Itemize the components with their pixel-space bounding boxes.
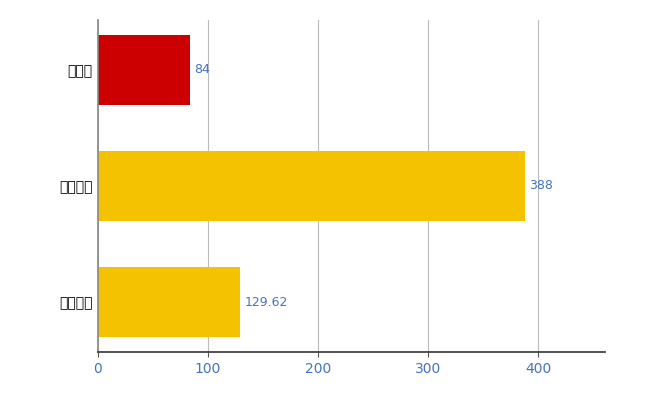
Bar	[98, 35, 190, 105]
Text: 388: 388	[530, 180, 553, 192]
Text: 129.62: 129.62	[245, 296, 288, 308]
Bar	[98, 267, 240, 337]
Bar	[98, 151, 525, 221]
Text: 84: 84	[194, 64, 211, 76]
